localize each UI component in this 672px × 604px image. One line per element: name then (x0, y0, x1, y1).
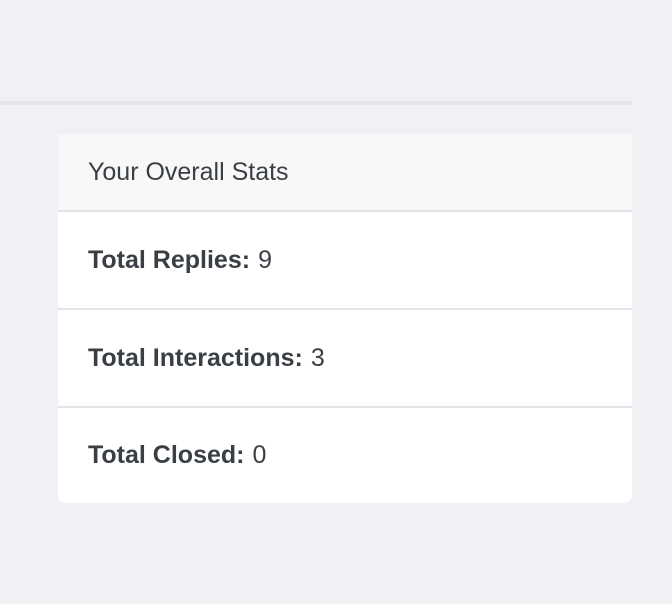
stat-label: Total Replies: (88, 245, 251, 274)
stat-total-closed: Total Closed: 0 (58, 408, 632, 503)
section-divider (0, 101, 632, 105)
stat-value: 9 (258, 245, 272, 274)
overall-stats-card: Your Overall Stats Total Replies: 9 Tota… (58, 134, 632, 503)
stat-value: 0 (252, 441, 267, 469)
stat-value: 3 (310, 343, 325, 372)
stat-label: Total Closed: (88, 441, 245, 469)
stat-label: Total Interactions: (88, 343, 303, 372)
card-title: Your Overall Stats (58, 134, 632, 212)
stat-total-replies: Total Replies: 9 (58, 212, 632, 310)
stat-total-interactions: Total Interactions: 3 (58, 310, 632, 408)
